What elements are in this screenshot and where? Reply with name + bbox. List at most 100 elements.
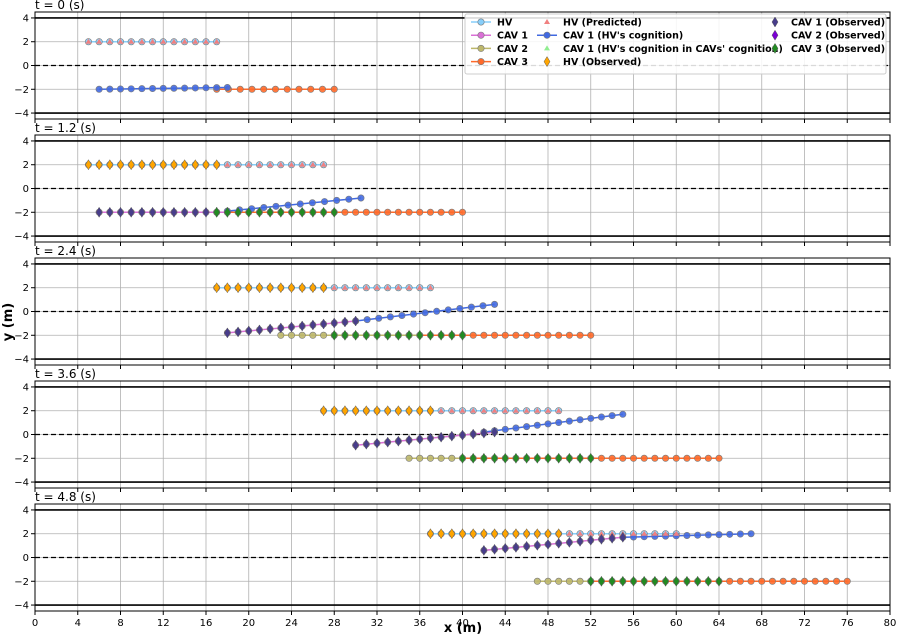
point-hv-predicted xyxy=(662,530,669,536)
point-cav-1-observed xyxy=(202,206,210,218)
point-hv-predicted xyxy=(235,161,242,167)
point-cav-3 xyxy=(448,208,456,216)
point-cav-3 xyxy=(480,331,488,339)
point-cav-3-observed xyxy=(213,206,220,218)
legend-handle-cav-1-observed xyxy=(771,16,779,28)
point-cav-1-observed xyxy=(576,535,584,547)
point-cav-3 xyxy=(405,208,413,216)
point-cav-3 xyxy=(833,577,841,585)
point-hv-predicted xyxy=(341,284,348,290)
legend-label-cav-1-observed: CAV 1 (Observed) xyxy=(791,18,885,29)
point-cav-1-observed xyxy=(523,540,530,552)
point-hv-observed xyxy=(523,528,530,540)
point-cav-1-observed xyxy=(448,430,456,442)
point-hv-observed xyxy=(245,282,253,294)
point-hv-predicted xyxy=(502,407,509,413)
point-cav-1-observed xyxy=(245,325,253,337)
point-cav-1-observed xyxy=(159,206,167,218)
point-cav-3-observed xyxy=(683,575,691,587)
point-cav-3-observed xyxy=(288,206,295,218)
point-hv-predicted xyxy=(470,407,477,413)
series-group xyxy=(213,282,595,341)
point-hv-observed xyxy=(512,528,520,540)
point-cav-1-hv-s-cognition xyxy=(555,419,563,427)
point-hv-observed xyxy=(170,159,178,171)
point-hv-observed xyxy=(480,528,488,540)
point-cav-1-observed xyxy=(416,433,424,445)
point-hv-predicted xyxy=(117,38,124,44)
point-cav-1-hv-s-cognition xyxy=(149,85,157,93)
point-hv-predicted xyxy=(160,38,167,44)
panel-title: t = 0 (s) xyxy=(35,0,84,12)
point-hv-observed xyxy=(309,282,317,294)
point-cav-1-observed xyxy=(566,536,573,548)
x-tick-label: 60 xyxy=(670,618,683,629)
point-cav-3-observed xyxy=(715,575,723,587)
point-hv-predicted xyxy=(448,407,455,413)
legend-label-cav-1: CAV 1 xyxy=(497,31,528,42)
point-cav-3-observed xyxy=(234,206,242,218)
point-hv-observed xyxy=(277,282,285,294)
point-cav-1-observed xyxy=(619,531,627,543)
point-hv-predicted xyxy=(267,161,274,167)
x-tick-label: 20 xyxy=(242,618,255,629)
point-hv-predicted xyxy=(598,530,605,536)
point-hv-predicted xyxy=(384,284,391,290)
point-cav-2 xyxy=(405,454,413,462)
x-tick-label: 64 xyxy=(713,618,726,629)
point-cav-1-hv-s-cognition xyxy=(736,530,744,538)
point-cav-1-observed xyxy=(192,206,199,218)
y-tick-label: 0 xyxy=(23,553,29,564)
point-cav-1-observed xyxy=(363,438,370,450)
point-cav-1-hv-s-cognition xyxy=(138,85,146,93)
point-cav-3 xyxy=(283,85,291,93)
series-group xyxy=(84,38,338,93)
point-cav-3 xyxy=(295,85,303,93)
y-tick-label: −4 xyxy=(14,232,29,243)
point-cav-2 xyxy=(448,454,456,462)
point-cav-1-hv-s-cognition xyxy=(95,85,103,93)
point-cav-3 xyxy=(790,577,798,585)
point-cav-1-observed xyxy=(469,428,477,440)
point-hv-observed xyxy=(213,282,220,294)
point-hv-observed xyxy=(395,405,402,417)
point-cav-3-observed xyxy=(694,575,701,587)
point-cav-1-observed xyxy=(373,437,381,449)
point-cav-1-observed xyxy=(266,323,274,335)
point-cav-1-observed xyxy=(555,537,562,549)
point-hv-predicted xyxy=(224,161,231,167)
point-cav-1-observed xyxy=(491,543,498,555)
point-cav-3-observed xyxy=(555,452,562,464)
point-hv-observed xyxy=(363,405,370,417)
point-cav-1-hv-s-cognition xyxy=(202,84,210,92)
x-tick-label: 68 xyxy=(755,618,768,629)
point-hv-observed xyxy=(256,282,263,294)
panel-3: −4 −2 0 2 4 t = 3.6 (s) xyxy=(14,367,891,492)
point-cav-3-observed xyxy=(224,206,231,218)
point-cav-3 xyxy=(758,577,766,585)
point-hv-observed xyxy=(352,405,359,417)
point-cav-3 xyxy=(260,85,268,93)
point-cav-1-observed xyxy=(149,206,156,218)
point-cav-1-observed xyxy=(117,206,124,218)
point-cav-1-hv-s-cognition xyxy=(181,84,189,92)
point-cav-3-observed xyxy=(416,329,424,341)
y-tick-label: 2 xyxy=(23,37,29,48)
point-cav-1-observed xyxy=(544,538,552,550)
point-cav-1-observed xyxy=(138,206,146,218)
point-cav-1-hv-s-cognition xyxy=(284,201,292,209)
panel-title: t = 4.8 (s) xyxy=(35,490,96,504)
point-cav-3 xyxy=(736,577,744,585)
point-hv-predicted xyxy=(587,530,594,536)
x-tick-label: 24 xyxy=(285,618,298,629)
point-cav-3-observed xyxy=(277,206,285,218)
y-tick-label: 4 xyxy=(23,136,29,147)
point-cav-3 xyxy=(362,208,370,216)
x-tick-label: 44 xyxy=(499,618,512,629)
point-cav-1-hv-s-cognition xyxy=(704,531,712,539)
y-tick-label: 0 xyxy=(23,184,29,195)
point-hv-predicted xyxy=(288,161,295,167)
point-cav-1-hv-s-cognition xyxy=(444,306,452,314)
